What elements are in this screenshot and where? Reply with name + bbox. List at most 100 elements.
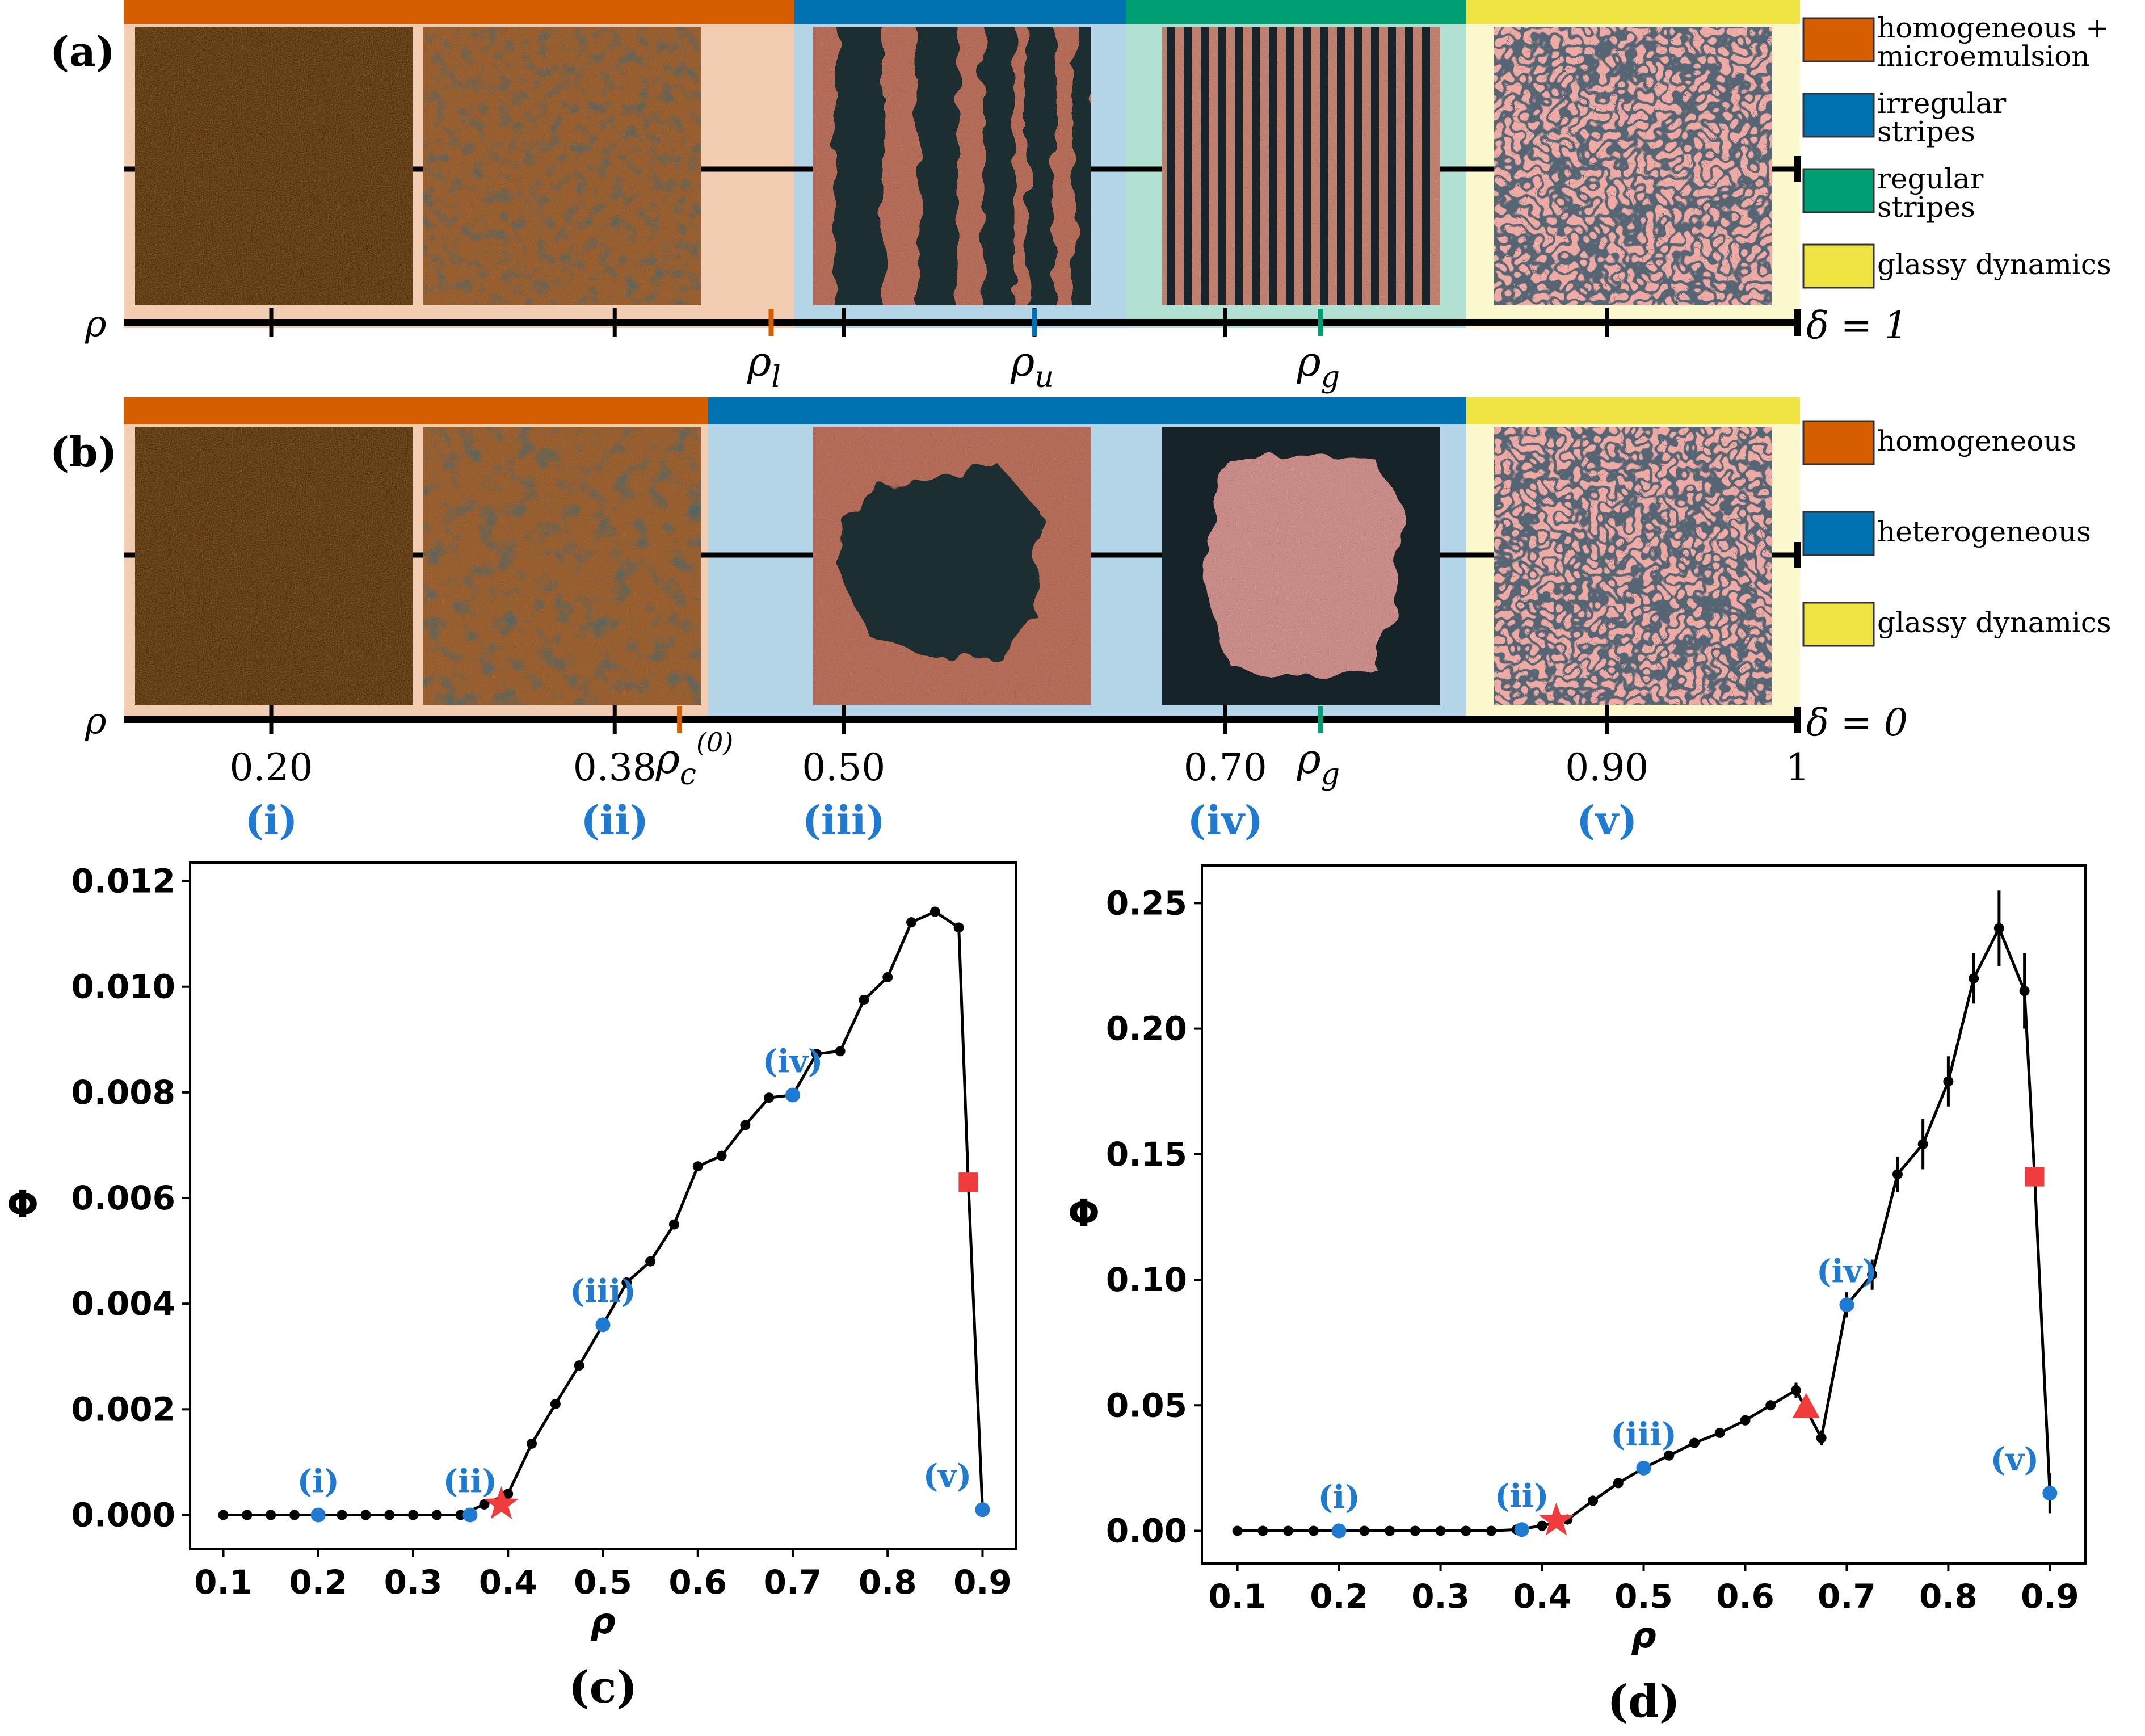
snapshot-a-i [135,27,413,305]
phase-boundaries-a: ρl ρu ρg [747,309,1340,394]
phase-bar-homogeneous-microemulsion [124,0,794,24]
legend-label-stripes: stripes [1877,115,1975,148]
data-point [431,1510,442,1520]
x-tick-label: 0.8 [859,1563,917,1602]
critical-point-star [484,1486,519,1519]
legend-label-irregular: irregular [1877,87,2006,120]
highlight-label-v: (v) [1991,1441,2039,1478]
x-axis-label: ρ [590,1600,615,1642]
x-tick-label: 0.7 [764,1563,822,1602]
highlight-label-i: (i) [1318,1478,1360,1516]
legend-label-stripes: stripes [1877,191,1975,224]
snapshot-b-ii [423,427,701,705]
legend-label-microemulsion: microemulsion [1877,40,2090,73]
y-tick-label: 0.00 [1106,1511,1187,1550]
y-tick-label: 0.008 [72,1073,175,1112]
highlight-label-iv: (iv) [1816,1252,1877,1290]
legend-label-glassy-dynamics: glassy dynamics [1877,248,2112,281]
data-point [1257,1525,1268,1536]
legend-swatch-heterogeneous [1802,511,1875,556]
y-tick-label: 0.004 [72,1284,175,1323]
data-point [1943,1076,1954,1087]
chart-c: 0.1 0.2 0.3 0.4 0.5 0.6 0.7 0.8 0.9 0.000 0.002 0.0… [7,861,1017,1713]
highlight-label-v: (v) [923,1457,972,1495]
data-point [408,1510,419,1520]
rho-tick-label-0-50: 0.50 [802,746,885,789]
data-point [621,1277,632,1288]
y-tick-label: 0.006 [72,1179,175,1217]
rho-axis-symbol-a: ρ [85,303,107,345]
data-point [811,1048,822,1059]
data-point [1232,1525,1243,1536]
data-point [1892,1169,1903,1180]
legend-swatch-glassy-dynamics [1802,243,1875,289]
data-point [574,1360,584,1371]
snapshot-b-v [1494,427,1772,705]
rho-tick-labels: 0.20 (i) 0.38 (ii) 0.50 (iii) 0.70 (iv) 0.90 (v) 1 [230,746,1810,844]
data-point [360,1510,371,1520]
x-tick-label: 0.3 [384,1563,443,1602]
delta-label-b: δ = 0 [1806,701,1908,745]
snapshot-a-iv [1162,27,1440,305]
phase-bar-regular-stripes [1126,0,1466,24]
critical-point-star [1539,1502,1574,1536]
data-point [1969,973,1979,984]
legend-label-homogeneous: homogeneous + [1877,11,2109,44]
snapshot-index-label-v: (v) [1576,797,1637,844]
y-tick-label: 0.15 [1106,1135,1187,1174]
highlight-point-iv [785,1087,800,1103]
legend-label-glassy-dynamics: glassy dynamics [1877,606,2112,639]
data-point [384,1510,395,1520]
snapshot-a-ii [423,27,701,305]
glass-transition-square [2025,1167,2045,1187]
rho-tick-label-0-20: 0.20 [230,746,313,789]
data-point [692,1161,703,1172]
data-point [1613,1478,1624,1489]
x-tick-label: 0.8 [1919,1577,1978,1616]
data-point [1816,1432,1827,1443]
snapshot-b-iv [1162,427,1440,705]
x-tick-label: 0.2 [1310,1577,1368,1616]
rho-tick-label-1: 1 [1786,746,1810,789]
rho-tick-label-0-38: 0.38 [573,746,657,789]
x-tick-label: 0.5 [1614,1577,1673,1616]
data-point [906,917,917,928]
highlight-point-ii [1514,1522,1529,1537]
x-tick-label: 0.7 [1818,1577,1876,1616]
snapshot-b-i [135,427,413,705]
data-point [550,1399,561,1410]
panel-label-c: (c) [569,1662,637,1713]
highlight-label-i: (i) [297,1463,339,1500]
data-point [337,1510,347,1520]
snapshot-index-label-ii: (ii) [581,797,649,844]
y-tick-label: 0.012 [72,862,175,901]
data-point [645,1256,656,1267]
data-point [1283,1525,1294,1536]
data-point [1765,1400,1776,1411]
legend-b: homogeneous heterogeneous glassy dynamics [1802,420,2112,647]
highlight-point-v [2042,1486,2058,1501]
panel-a: ρl ρu ρg ρ (a) δ = 1 homogeneous +microemu… [50,0,2112,394]
data-point [953,922,964,933]
phase-bar-glassy-dynamics-b [1466,397,1800,424]
data-point [1435,1525,1446,1536]
x-tick-label: 0.6 [668,1563,727,1602]
highlight-label-iv: (iv) [763,1043,823,1081]
rho-tick-label-0-90: 0.90 [1565,746,1648,789]
y-axis-label: Φ [7,1183,39,1226]
data-point [289,1510,300,1520]
panel-label-d: (d) [1607,1676,1680,1727]
data-point [1537,1520,1547,1531]
data-point [1359,1525,1370,1536]
boundary-label-g: ρg [1296,338,1340,394]
y-tick-label: 0.010 [72,968,175,1006]
highlight-label-iii: (iii) [570,1272,636,1310]
x-tick-label: 0.1 [1208,1577,1267,1616]
snapshot-index-label-iii: (iii) [802,797,885,844]
rho-axis-b-ticks [269,705,1609,734]
data-point [1689,1437,1700,1448]
x-tick-label: 0.9 [953,1563,1012,1602]
data-point [1664,1450,1675,1461]
data-point [1714,1427,1725,1438]
legend-label-heterogeneous: heterogeneous [1877,515,2091,548]
